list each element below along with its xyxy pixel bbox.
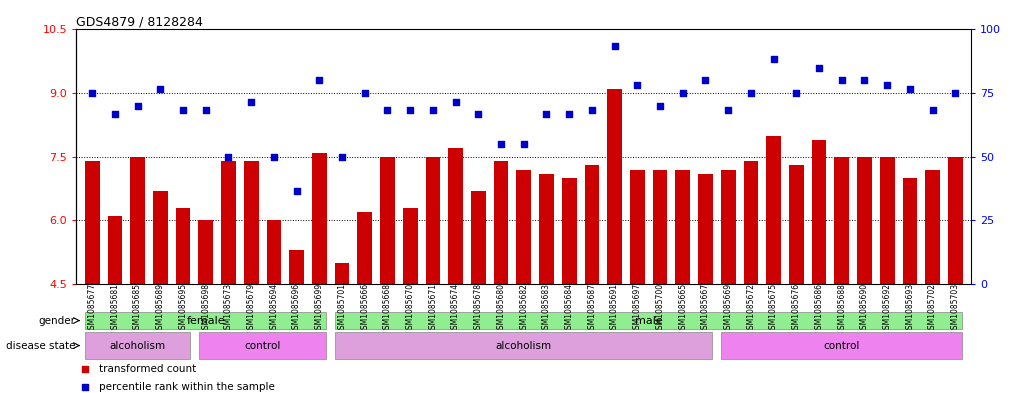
Point — [742, 90, 759, 96]
Point — [516, 141, 532, 147]
Bar — [812, 140, 827, 284]
Point — [811, 64, 827, 71]
Point — [698, 77, 714, 84]
Point — [77, 384, 94, 390]
Point — [834, 77, 850, 84]
Bar — [948, 157, 963, 284]
Point — [652, 103, 668, 109]
Bar — [721, 169, 735, 284]
Text: disease state: disease state — [6, 340, 76, 351]
Bar — [517, 169, 531, 284]
Bar — [425, 157, 440, 284]
Point — [379, 107, 396, 113]
Bar — [539, 174, 554, 284]
Bar — [335, 263, 350, 284]
Point — [879, 81, 895, 88]
Bar — [380, 157, 395, 284]
Bar — [675, 169, 691, 284]
Bar — [357, 212, 372, 284]
Point — [630, 81, 646, 88]
Bar — [130, 157, 145, 284]
Point — [84, 90, 101, 96]
Point — [720, 107, 736, 113]
Point — [947, 90, 963, 96]
Text: female: female — [186, 316, 225, 325]
Text: male: male — [635, 316, 662, 325]
Bar — [743, 161, 759, 284]
Point — [902, 86, 918, 92]
Point — [243, 99, 259, 105]
Point — [924, 107, 941, 113]
Point — [289, 187, 305, 194]
Point — [129, 103, 145, 109]
Bar — [607, 89, 622, 284]
Point — [311, 77, 327, 84]
Bar — [336, 332, 712, 359]
Point — [606, 43, 622, 50]
Text: control: control — [824, 340, 860, 351]
Point — [788, 90, 804, 96]
Bar — [902, 178, 917, 284]
Point — [402, 107, 418, 113]
Bar — [585, 165, 599, 284]
Point — [425, 107, 441, 113]
Bar — [108, 216, 122, 284]
Bar — [221, 161, 236, 284]
Bar — [857, 157, 872, 284]
Bar — [789, 165, 803, 284]
Text: alcoholism: alcoholism — [495, 340, 552, 351]
Text: percentile rank within the sample: percentile rank within the sample — [99, 382, 275, 391]
Bar — [176, 208, 190, 284]
Point — [197, 107, 214, 113]
Text: gender: gender — [39, 316, 76, 325]
Bar — [312, 152, 326, 284]
Text: GDS4879 / 8128284: GDS4879 / 8128284 — [76, 15, 203, 28]
Point — [493, 141, 510, 147]
Point — [221, 154, 237, 160]
Bar — [834, 157, 849, 284]
Bar — [630, 169, 645, 284]
Bar — [493, 161, 508, 284]
Point — [447, 99, 464, 105]
Text: transformed count: transformed count — [99, 364, 196, 374]
Point — [538, 111, 554, 118]
Bar — [198, 220, 214, 284]
Bar — [403, 208, 418, 284]
Bar — [153, 191, 168, 284]
Bar — [336, 312, 962, 329]
Bar — [766, 136, 781, 284]
Point — [584, 107, 600, 113]
Bar — [653, 169, 667, 284]
Point — [334, 154, 350, 160]
Bar — [84, 161, 100, 284]
Bar — [925, 169, 940, 284]
Bar — [289, 250, 304, 284]
Bar — [199, 332, 326, 359]
Text: alcoholism: alcoholism — [110, 340, 166, 351]
Bar — [561, 178, 577, 284]
Point — [561, 111, 578, 118]
Bar — [721, 332, 962, 359]
Bar — [448, 148, 463, 284]
Text: control: control — [244, 340, 281, 351]
Point — [77, 365, 94, 372]
Point — [175, 107, 191, 113]
Bar — [266, 220, 282, 284]
Point — [265, 154, 282, 160]
Point — [674, 90, 691, 96]
Point — [470, 111, 486, 118]
Point — [357, 90, 373, 96]
Point — [856, 77, 873, 84]
Point — [153, 86, 169, 92]
Point — [766, 56, 782, 62]
Bar — [244, 161, 258, 284]
Bar — [880, 157, 895, 284]
Point — [107, 111, 123, 118]
Bar — [471, 191, 486, 284]
Bar — [698, 174, 713, 284]
Bar — [85, 332, 190, 359]
Bar — [85, 312, 326, 329]
